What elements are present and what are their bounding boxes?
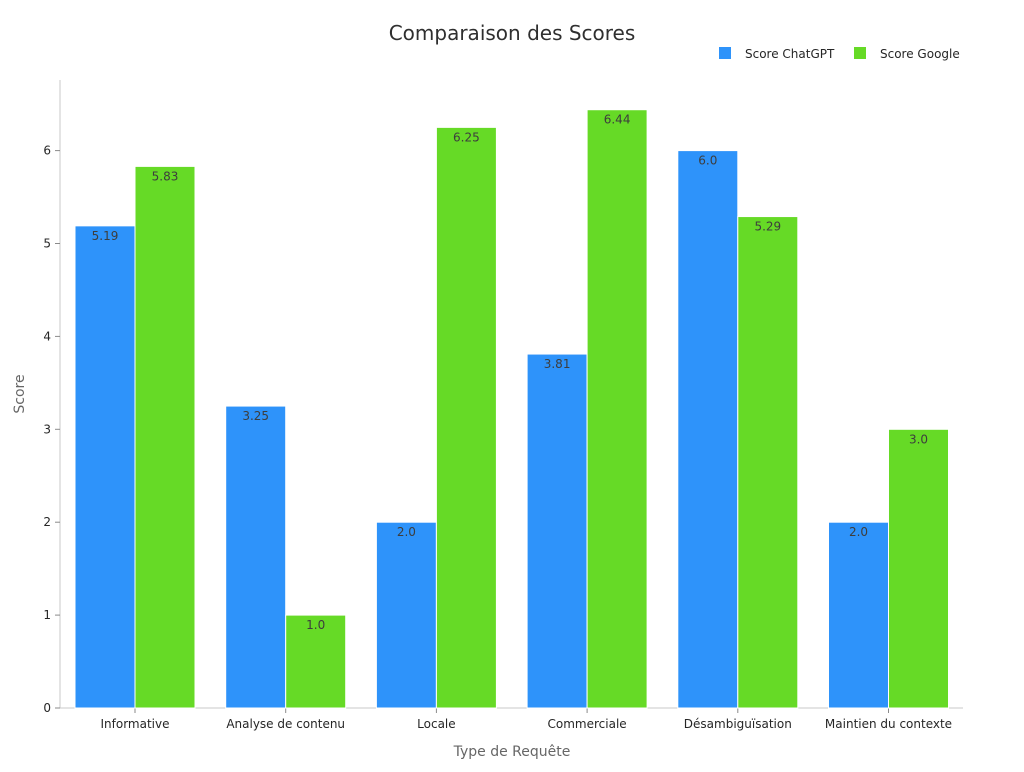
y-axis-title: Score [12, 374, 28, 413]
bar-score-google [285, 614, 347, 709]
y-tick-label: 0 [43, 701, 51, 715]
legend-label-google: Score Google [880, 47, 960, 61]
data-label-score-chatgpt: 6.0 [698, 154, 717, 168]
x-tick-label: Locale [417, 717, 455, 731]
chart-title: Comparaison des Scores [389, 21, 636, 45]
legend-swatch-google [854, 47, 866, 59]
data-label-score-google: 6.44 [604, 113, 631, 127]
x-axis-ticks: Informative Analyse de contenu Locale Comme… [101, 708, 952, 731]
y-tick-label: 1 [43, 608, 51, 622]
bar-score-chatgpt [526, 353, 588, 709]
bar-score-chatgpt [375, 521, 437, 709]
data-label-score-google: 3.0 [909, 432, 928, 446]
data-labels-group: 5.19 5.83 3.25 1.0 2.0 6.25 3.81 6.44 6.0 5.29 2.0… [92, 113, 928, 632]
bar-score-google [586, 109, 648, 709]
data-label-score-chatgpt: 3.25 [242, 409, 269, 423]
x-tick-label: Commerciale [548, 717, 627, 731]
y-tick-label: 6 [43, 144, 51, 158]
data-label-score-chatgpt: 2.0 [849, 525, 868, 539]
y-tick-label: 3 [43, 422, 51, 436]
x-axis-title: Type de Requête [453, 744, 571, 760]
legend-label-chatgpt: Score ChatGPT [745, 47, 835, 61]
bar-score-chatgpt [74, 225, 136, 709]
data-label-score-google: 5.29 [754, 220, 781, 234]
bar-score-google [134, 165, 196, 709]
bars-group [74, 109, 949, 709]
data-label-score-chatgpt: 5.19 [92, 229, 119, 243]
bar-score-chatgpt [828, 521, 889, 709]
bar-score-chatgpt [225, 405, 287, 709]
y-axis-ticks: 0 1 2 3 4 5 6 [43, 144, 60, 715]
x-tick-label: Désambiguïsation [684, 717, 792, 731]
bar-score-google [737, 216, 799, 709]
x-tick-label: Informative [101, 717, 170, 731]
data-label-score-chatgpt: 3.81 [544, 357, 571, 371]
data-label-score-chatgpt: 2.0 [397, 525, 416, 539]
bar-score-google [888, 428, 949, 709]
data-label-score-google: 1.0 [306, 618, 325, 632]
bar-score-google [435, 126, 497, 709]
bar-score-chatgpt [677, 150, 739, 709]
y-tick-label: 2 [43, 515, 51, 529]
legend-swatch-chatgpt [719, 47, 731, 59]
data-label-score-google: 5.83 [152, 169, 179, 183]
y-tick-label: 4 [43, 329, 51, 343]
legend: Score ChatGPT Score Google [719, 47, 960, 61]
data-label-score-google: 6.25 [453, 130, 480, 144]
x-tick-label: Maintien du contexte [825, 717, 952, 731]
x-tick-label: Analyse de contenu [226, 717, 345, 731]
y-tick-label: 5 [43, 237, 51, 251]
